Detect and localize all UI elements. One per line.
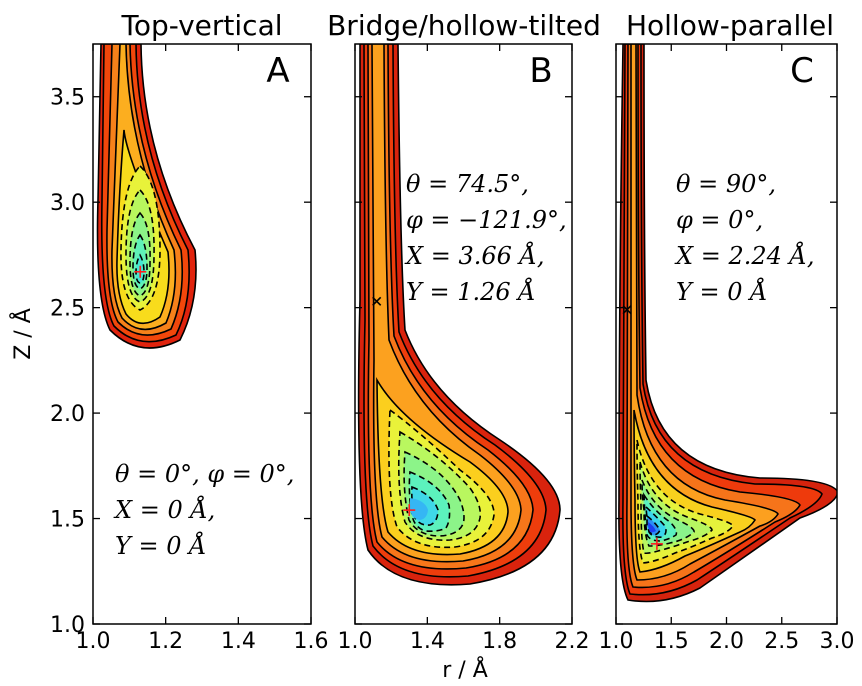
panel-b-annotation-2: φ = −121.9°, xyxy=(406,206,567,234)
panel-b-ticks: 1.0 1.4 1.8 2.2 xyxy=(338,44,590,654)
x-tick-label: 1.2 xyxy=(148,629,183,654)
panel-c-title: Hollow-parallel xyxy=(626,9,834,42)
x-tick-label: 1.0 xyxy=(599,629,634,654)
x-tick-label: 1.8 xyxy=(482,629,517,654)
panel-b-title: Bridge/hollow-tilted xyxy=(327,9,601,42)
x-tick-label: 1.0 xyxy=(338,629,373,654)
panel-a: Top-vertical 1.0 1.2 1.4 1.6 1.0 1.5 2.0 2.5 3.0… xyxy=(50,9,329,654)
minimum-marker xyxy=(622,305,663,550)
panel-c-contours xyxy=(618,44,837,603)
contour-level xyxy=(410,498,428,520)
panel-a-ticks: 1.0 1.2 1.4 1.6 1.0 1.5 2.0 2.5 3.0 3.5 xyxy=(50,44,329,654)
panel-b-frame xyxy=(354,43,573,625)
panel-c-annotation-4: Y = 0 Å xyxy=(676,277,767,306)
contour-level xyxy=(622,44,823,596)
y-axis-label: Z / Å xyxy=(9,308,36,360)
x-tick-label: 2.5 xyxy=(764,629,799,654)
panel-a-annotation-2: X = 0 Å, xyxy=(113,495,215,524)
y-tick-label: 1.5 xyxy=(50,508,85,533)
contour-level xyxy=(648,522,656,533)
saddle-marker xyxy=(622,305,632,315)
panel-a-contours xyxy=(96,44,197,349)
x-tick-label: 1.4 xyxy=(410,629,445,654)
panel-a-annotation-3: Y = 0 Å xyxy=(115,531,206,560)
panel-b-annotation-4: Y = 1.26 Å xyxy=(406,277,536,306)
panel-b-annotation-3: X = 3.66 Å, xyxy=(404,241,544,270)
y-tick-label: 2.5 xyxy=(50,297,85,322)
minimum-marker xyxy=(372,296,416,517)
x-tick-label: 2.0 xyxy=(709,629,744,654)
x-tick-label: 1.6 xyxy=(294,629,329,654)
panel-c: Hollow-parallel 1.0 1.5 2.0 2.5 3.0 C θ = 90… xyxy=(599,9,855,654)
y-tick-label: 2.0 xyxy=(50,402,85,427)
y-tick-label: 3.0 xyxy=(50,191,85,216)
x-tick-label: 1.0 xyxy=(76,629,111,654)
y-tick-label: 1.0 xyxy=(50,613,85,638)
panel-b-contours xyxy=(357,44,561,586)
x-tick-label: 1.4 xyxy=(221,629,256,654)
panel-c-annotation-1: θ = 90°, xyxy=(676,170,776,198)
x-tick-label: 1.5 xyxy=(654,629,689,654)
minimum-marker xyxy=(134,265,147,278)
panel-c-label: C xyxy=(790,51,814,91)
panel-a-label: A xyxy=(266,51,289,91)
saddle-marker xyxy=(372,296,382,306)
panel-c-ticks: 1.0 1.5 2.0 2.5 3.0 xyxy=(599,44,855,654)
x-axis-label: r / Å xyxy=(442,656,488,683)
panel-c-annotation-3: X = 2.24 Å, xyxy=(674,241,814,270)
panel-b: Bridge/hollow-tilted 1.0 1.4 1.8 2.2 B θ = … xyxy=(327,9,601,654)
panel-a-annotation-1: θ = 0°, φ = 0°, xyxy=(115,460,294,488)
panel-b-annotation-1: θ = 74.5°, xyxy=(406,170,529,198)
panel-a-title: Top-vertical xyxy=(121,9,283,42)
panel-b-label: B xyxy=(529,51,552,91)
y-tick-label: 3.5 xyxy=(50,86,85,111)
panel-c-annotation-2: φ = 0°, xyxy=(676,206,763,234)
x-tick-label: 3.0 xyxy=(820,629,855,654)
x-tick-label: 2.2 xyxy=(555,629,590,654)
panel-a-frame xyxy=(92,43,312,625)
